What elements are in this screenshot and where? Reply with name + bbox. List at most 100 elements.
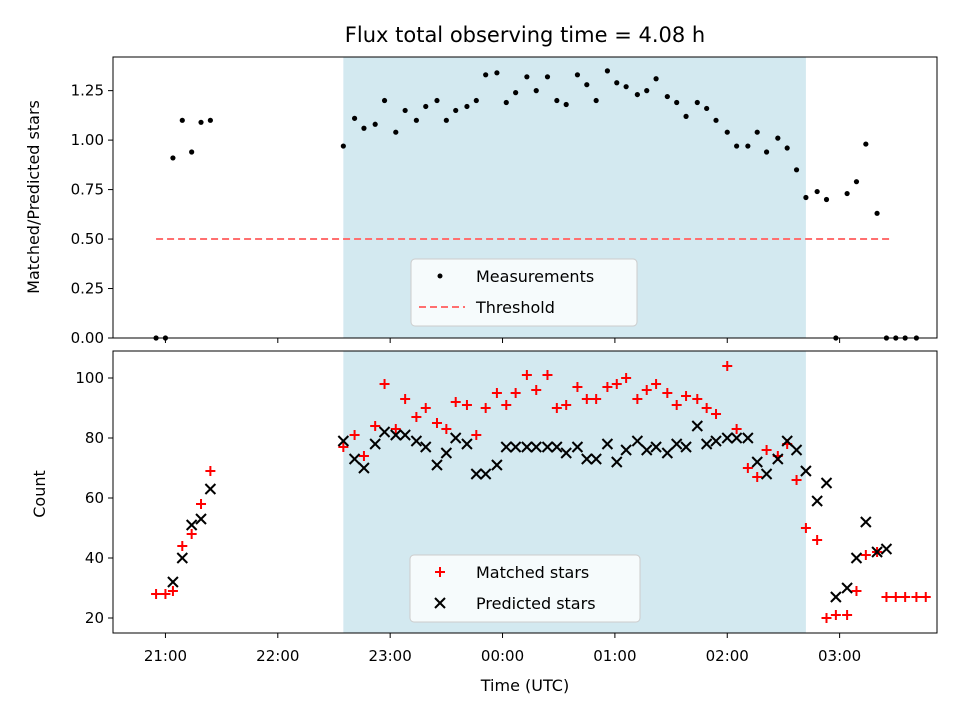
matched-star-point [390, 424, 401, 434]
legend-predicted-label: Predicted stars [476, 594, 596, 613]
matched-star-point [572, 382, 583, 392]
cross-stroke [541, 441, 554, 453]
matched-star-point [196, 499, 207, 509]
matched-star-point [671, 400, 682, 410]
measurement-point [874, 210, 880, 216]
measurement-point [464, 103, 470, 110]
matched-star-point [692, 394, 703, 404]
top-legend-box [410, 258, 638, 327]
measurement-point [563, 101, 569, 108]
matched-star-point [920, 592, 931, 602]
bottom-y-axis-label: Count [30, 470, 49, 518]
matched-star-point [860, 550, 871, 560]
matched-star-point [681, 391, 692, 401]
matched-star-point [791, 475, 802, 485]
x-tick-label: 22:00 [256, 647, 299, 665]
predicted-star-point [530, 441, 542, 453]
cross-stroke [491, 459, 503, 471]
predicted-star-point [590, 453, 602, 465]
cross-stroke [348, 453, 361, 465]
measurement-point [664, 93, 670, 100]
predicted-star-point [830, 591, 842, 603]
measurement-point [494, 70, 500, 76]
measurement-point [734, 143, 740, 149]
predicted-star-point [500, 441, 512, 453]
matched-star-point [651, 379, 662, 389]
matched-star-point [842, 610, 853, 620]
cross-stroke [176, 552, 188, 564]
matched-star-point [761, 445, 772, 455]
predicted-star-point [670, 438, 683, 450]
measurement-point [372, 121, 378, 127]
predicted-star-point [641, 444, 653, 456]
predicted-star-point [760, 468, 773, 480]
cross-stroke [551, 441, 563, 453]
predicted-star-point [680, 441, 692, 453]
cross-stroke [390, 429, 402, 441]
measurement-point [674, 99, 680, 106]
measurement-point [351, 115, 358, 121]
measurement-point [434, 97, 440, 104]
cross-stroke [811, 495, 823, 507]
matched-star-point [711, 409, 722, 419]
cross-stroke [410, 435, 423, 447]
predicted-star-point [631, 435, 644, 447]
cross-stroke [661, 447, 674, 459]
predicted-star-point [450, 432, 462, 444]
matched-star-point [431, 418, 442, 428]
y-tick-label: 0.75 [71, 181, 104, 199]
cross-stroke [820, 477, 833, 489]
cross-stroke [337, 435, 350, 447]
cross-stroke [680, 441, 692, 453]
top-legend: Measurements Threshold [410, 258, 638, 327]
matched-star-point [471, 430, 482, 440]
measurement-point [823, 196, 830, 203]
cross-stroke [369, 438, 381, 450]
cross-stroke [650, 441, 662, 453]
cross-stroke [721, 432, 733, 444]
cross-stroke [358, 462, 370, 474]
matched-star-point [542, 370, 553, 380]
legend-matched-marker [435, 567, 445, 577]
predicted-star-point [730, 432, 743, 444]
bottom-y-ticks: 20 40 60 80 100 [75, 369, 113, 627]
matched-star-point [420, 403, 431, 413]
predicted-star-point [521, 441, 533, 453]
predicted-star-point [185, 519, 198, 531]
measurement-point [207, 117, 213, 123]
matched-star-point [742, 463, 753, 473]
measurement-point [623, 84, 629, 90]
predicted-star-point [611, 456, 623, 468]
measurement-point [653, 76, 659, 82]
matched-star-point [641, 385, 652, 395]
measurement-point [593, 97, 599, 104]
bottom-x-ticks: 21:00 22:00 23:00 00:00 01:00 02:00 03:00 [144, 633, 861, 665]
measurement-point [803, 194, 809, 201]
cross-stroke [571, 441, 584, 453]
cross-stroke [670, 438, 683, 450]
x-tick-label: 00:00 [481, 647, 524, 665]
measurement-point [644, 88, 650, 94]
predicted-star-point [204, 483, 217, 495]
y-tick-label: 100 [75, 369, 104, 387]
matched-star-point [160, 589, 171, 599]
matched-star-point [752, 472, 763, 482]
cross-stroke [440, 447, 453, 459]
cross-stroke [781, 435, 793, 447]
predicted-star-point [479, 468, 492, 480]
cross-stroke [601, 438, 614, 450]
cross-stroke [530, 441, 542, 453]
measurement-point [754, 129, 760, 135]
top-axes-frame [112, 56, 938, 339]
legend-measurements-label: Measurements [476, 267, 594, 286]
count-points [151, 361, 931, 623]
matched-star-point [900, 592, 911, 602]
measurement-point [604, 68, 611, 74]
measurement-point [704, 105, 710, 112]
bottom-axes-frame [112, 350, 938, 634]
predicted-star-point [661, 447, 674, 459]
matched-star-point [881, 592, 892, 602]
matched-star-point [450, 397, 461, 407]
y-tick-label: 80 [85, 429, 104, 447]
y-tick-label: 40 [85, 549, 104, 567]
